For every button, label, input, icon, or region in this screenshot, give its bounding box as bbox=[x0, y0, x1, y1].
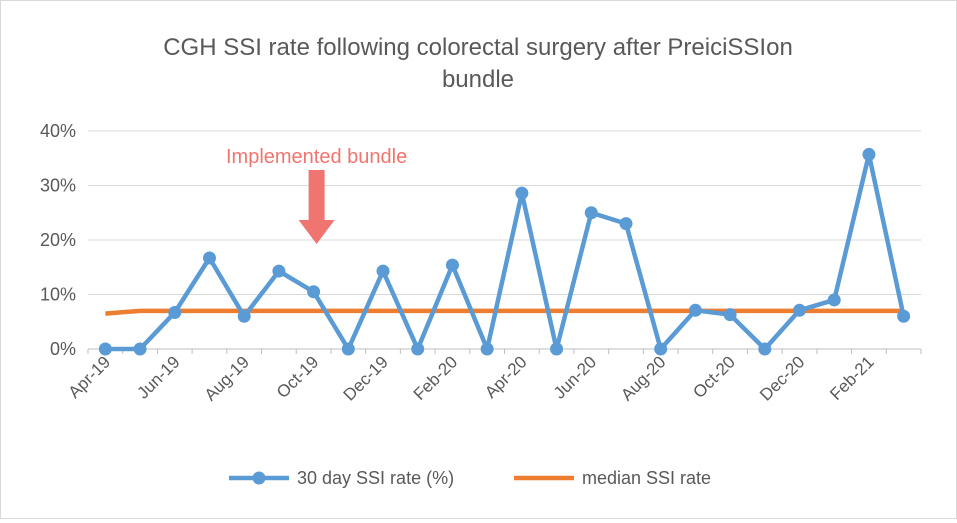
median-series bbox=[105, 308, 904, 316]
x-tick-label: Oct-19 bbox=[273, 352, 323, 402]
x-tick-label: Jun-19 bbox=[133, 352, 183, 402]
x-tick-label: Oct-20 bbox=[689, 352, 739, 402]
data-point bbox=[307, 285, 321, 299]
gridlines bbox=[88, 130, 921, 295]
data-point bbox=[862, 147, 876, 161]
x-axis-ticks: Apr-19 Jun-19 Aug-19 Oct-19 Dec-19 Feb-20 Apr-… bbox=[65, 352, 878, 404]
x-tick-label: Apr-20 bbox=[481, 352, 531, 402]
y-tick-label: 20% bbox=[40, 230, 76, 250]
data-point bbox=[341, 342, 355, 356]
data-point bbox=[272, 264, 286, 278]
data-point bbox=[411, 342, 425, 356]
chart-title: CGH SSI rate following colorectal surger… bbox=[163, 34, 793, 93]
y-tick-label: 10% bbox=[40, 285, 76, 305]
chart-title-line: CGH SSI rate following colorectal surger… bbox=[163, 34, 793, 61]
x-tick-label: Feb-20 bbox=[410, 352, 462, 404]
x-tick-label: Apr-19 bbox=[65, 352, 115, 402]
data-point bbox=[98, 342, 112, 356]
legend: 30 day SSI rate (%) median SSI rate bbox=[229, 468, 711, 488]
y-axis-ticks: 0% 10% 20% 30% 40% bbox=[40, 121, 76, 359]
data-point bbox=[619, 217, 633, 231]
y-tick-label: 30% bbox=[40, 176, 76, 196]
data-point bbox=[480, 342, 494, 356]
chart-title-line: bundle bbox=[442, 66, 514, 93]
ssi-rate-line bbox=[105, 152, 906, 352]
data-point bbox=[202, 251, 216, 265]
data-point bbox=[723, 308, 737, 322]
x-tick-label: Jun-20 bbox=[550, 352, 600, 402]
legend-label-ssi: 30 day SSI rate (%) bbox=[297, 468, 454, 488]
data-point bbox=[897, 309, 911, 323]
ssi-rate-series bbox=[98, 147, 911, 356]
legend-marker-ssi bbox=[252, 471, 266, 485]
x-tick-label: Dec-20 bbox=[756, 352, 808, 404]
data-point bbox=[793, 303, 807, 317]
median-line bbox=[105, 308, 904, 316]
y-tick-label: 0% bbox=[50, 339, 76, 359]
y-tick-label: 40% bbox=[40, 121, 76, 141]
data-point bbox=[654, 342, 668, 356]
x-axis bbox=[87, 348, 922, 354]
x-tick-label: Aug-19 bbox=[201, 352, 253, 404]
annotation: Implemented bundle bbox=[226, 146, 407, 244]
data-point bbox=[133, 342, 147, 356]
data-point bbox=[584, 206, 598, 220]
data-point bbox=[376, 264, 390, 278]
annotation-arrow bbox=[298, 170, 335, 244]
data-point bbox=[237, 309, 251, 323]
data-point bbox=[827, 293, 841, 307]
data-point bbox=[550, 342, 564, 356]
x-tick-label: Aug-20 bbox=[617, 352, 669, 404]
data-point bbox=[445, 258, 459, 272]
legend-label-median: median SSI rate bbox=[582, 468, 711, 488]
data-point bbox=[168, 305, 182, 319]
data-point bbox=[515, 186, 529, 200]
data-point bbox=[758, 342, 772, 356]
x-tick-label: Feb-21 bbox=[826, 352, 878, 404]
x-tick-label: Dec-19 bbox=[340, 352, 392, 404]
data-point bbox=[688, 303, 702, 317]
annotation-label: Implemented bundle bbox=[226, 146, 407, 168]
